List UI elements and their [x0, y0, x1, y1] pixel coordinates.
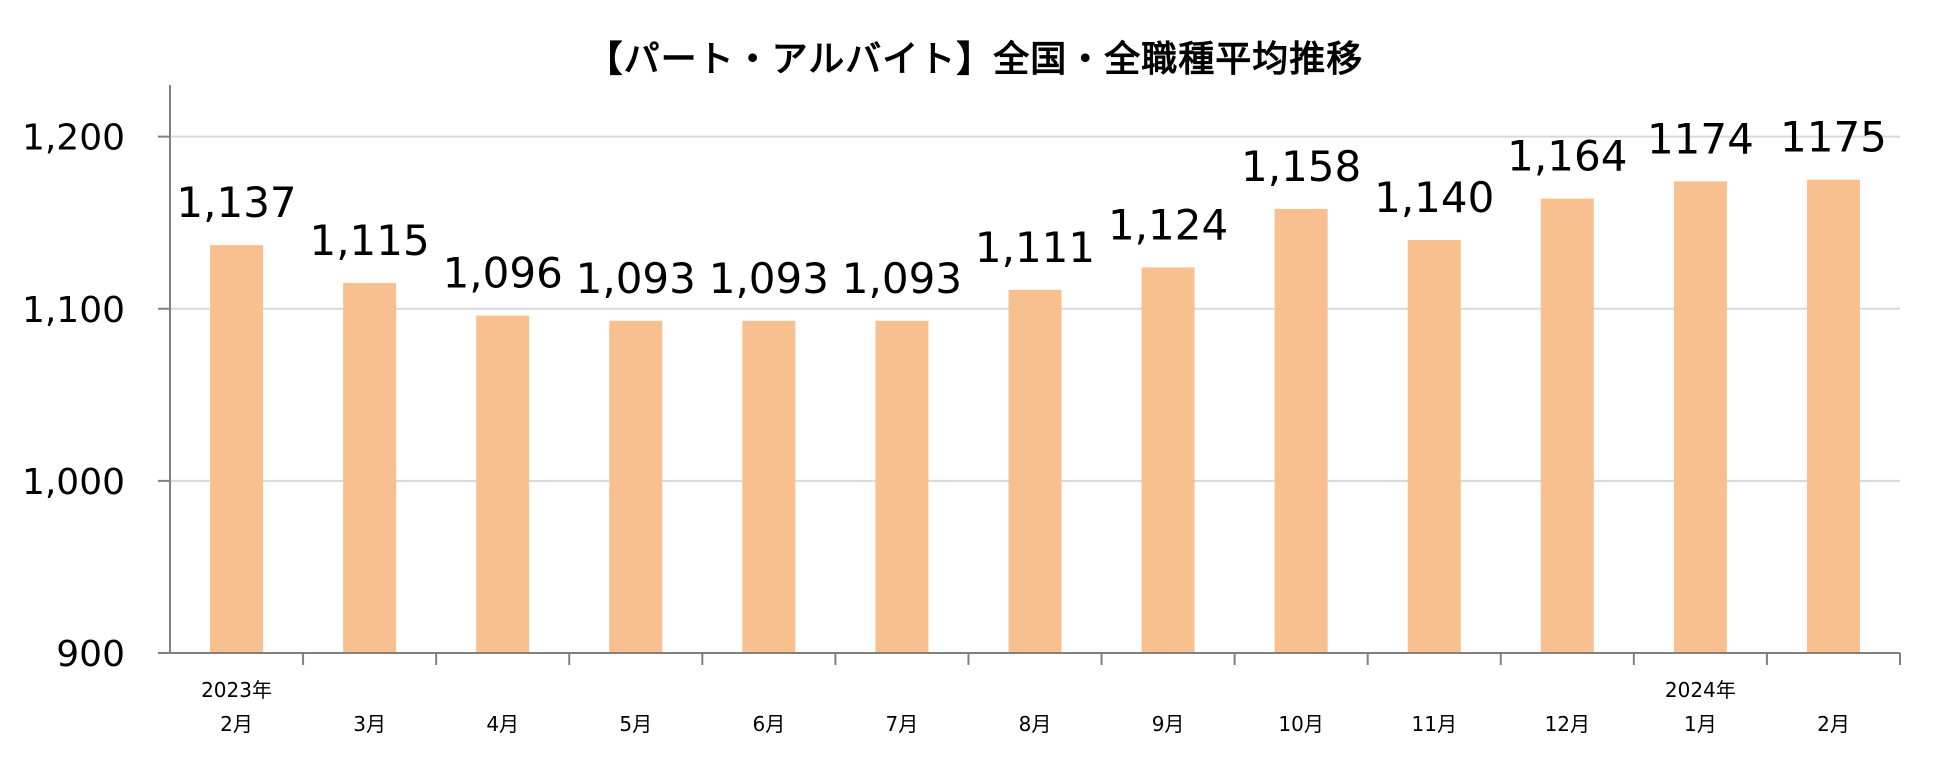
x-category-label: 9月	[1152, 712, 1185, 736]
x-category-label: 5月	[619, 712, 652, 736]
bar	[476, 315, 530, 653]
data-label: 1174	[1647, 114, 1754, 163]
x-category-label: 8月	[1019, 712, 1052, 736]
bar	[1141, 267, 1195, 653]
bar	[1008, 289, 1062, 653]
bar	[1407, 239, 1461, 653]
bar	[742, 320, 796, 653]
bar	[1540, 198, 1594, 653]
axes	[158, 85, 1901, 665]
x-category-label: 2月	[1817, 712, 1850, 736]
data-label: 1,158	[1241, 142, 1361, 191]
y-tick-label: 1,200	[22, 118, 125, 159]
y-tick-label: 1,100	[22, 290, 125, 331]
data-label: 1,137	[176, 178, 296, 227]
bar	[1806, 179, 1860, 653]
data-label: 1,124	[1108, 200, 1228, 249]
x-category-label: 10月	[1278, 712, 1323, 736]
bars	[210, 179, 1860, 653]
data-label: 1,096	[443, 249, 563, 298]
data-label: 1,111	[975, 223, 1095, 272]
labels: 900 1,000 1,100 1,200 1,137 2023年 2月 1,115 3月 1,0…	[22, 113, 1887, 736]
x-category-label: 3月	[353, 712, 386, 736]
x-category-label: 12月	[1545, 712, 1590, 736]
bar	[1274, 208, 1328, 653]
y-tick-label: 900	[56, 634, 125, 675]
data-label: 1,093	[709, 254, 829, 303]
x-year-label: 2024年	[1665, 678, 1736, 702]
bar	[1673, 181, 1727, 653]
x-category-label: 2月	[220, 712, 253, 736]
data-label: 1175	[1780, 113, 1887, 162]
data-label: 1,093	[576, 254, 696, 303]
x-category-label: 6月	[752, 712, 785, 736]
data-label: 1,140	[1374, 173, 1494, 222]
chart-title: 【パート・アルバイト】全国・全職種平均推移	[586, 39, 1364, 80]
x-category-label: 11月	[1412, 712, 1457, 736]
bar	[210, 245, 264, 653]
bar	[609, 320, 663, 653]
bar	[875, 320, 929, 653]
data-label: 1,093	[842, 254, 962, 303]
x-category-label: 7月	[886, 712, 919, 736]
bar	[343, 282, 397, 653]
x-category-label: 4月	[486, 712, 519, 736]
data-label: 1,164	[1507, 132, 1627, 181]
data-label: 1,115	[309, 216, 429, 265]
x-category-label: 1月	[1684, 712, 1717, 736]
x-year-label: 2023年	[201, 678, 272, 702]
y-tick-label: 1,000	[22, 462, 125, 503]
